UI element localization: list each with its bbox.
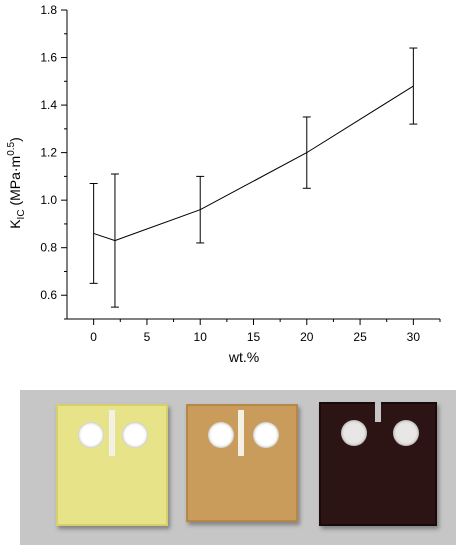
specimen-dark: [319, 402, 437, 526]
y-tick-label: 0.6: [40, 288, 57, 302]
specimen-hole: [253, 422, 279, 448]
y-tick-label: 1.8: [40, 3, 57, 17]
x-axis-label: wt.%: [228, 349, 259, 365]
specimen-hole: [208, 422, 234, 448]
specimen-hole: [341, 420, 367, 446]
data-marks: [89, 47, 418, 308]
x-tick-label: 10: [194, 330, 208, 344]
y-axis-label: KIC (MPa·m0.5): [6, 137, 27, 229]
x-tick-label: 0: [90, 330, 97, 344]
specimen-notch: [238, 410, 244, 456]
specimen-hole: [78, 422, 104, 448]
specimen-hole: [122, 422, 148, 448]
y-tick-label: 1.4: [40, 98, 57, 112]
y-tick-label: 1.2: [40, 146, 57, 160]
x-tick-label: 25: [353, 330, 367, 344]
specimen-photo: [20, 390, 456, 545]
y-tick-label: 0.8: [40, 241, 57, 255]
specimen-notch: [375, 402, 381, 422]
specimen-amber: [186, 404, 298, 522]
specimen-yellow: [56, 404, 168, 526]
axes: 0 5 10 15 20 25 30 0.6 0.8 1.0 1.2 1.4 1.6 1.8: [40, 3, 441, 344]
y-tick-label: 1.0: [40, 193, 57, 207]
fracture-toughness-chart: 0 5 10 15 20 25 30 0.6 0.8 1.0 1.2 1.4 1.6 1.8 wt.% K…: [6, 3, 441, 365]
x-tick-label: 15: [247, 330, 261, 344]
series-line: [93, 85, 414, 242]
x-tick-label: 5: [144, 330, 151, 344]
x-tick-label: 20: [300, 330, 314, 344]
x-tick-label: 30: [407, 330, 421, 344]
specimen-notch: [109, 410, 115, 456]
y-tick-label: 1.6: [40, 51, 57, 65]
specimen-hole: [393, 420, 419, 446]
